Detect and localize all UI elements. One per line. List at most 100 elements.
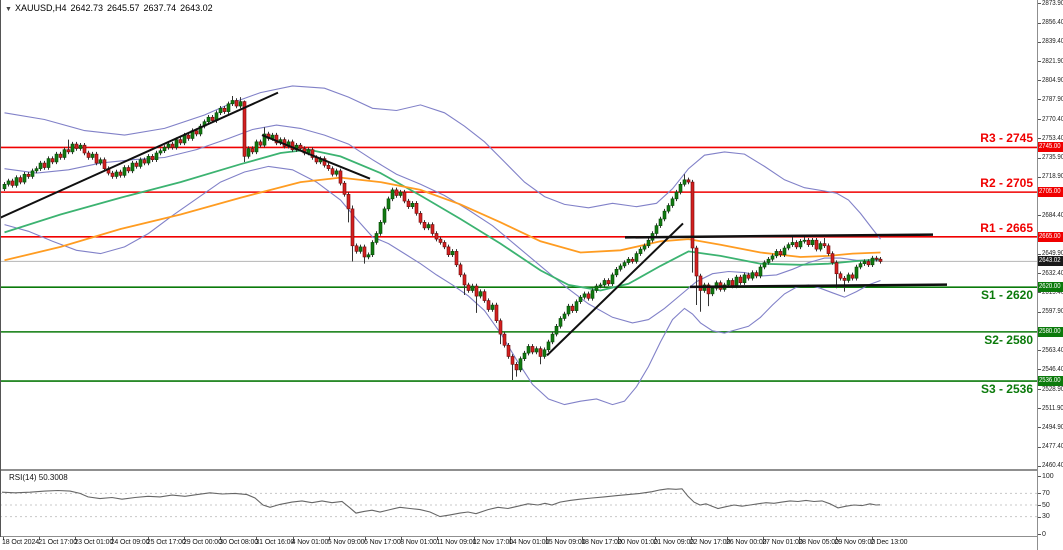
bollinger-middle-line — [4, 124, 881, 324]
trendline-1[interactable] — [0, 91, 279, 219]
current-price-badge: 2643.02 — [1038, 256, 1063, 267]
bear-candle — [538, 348, 543, 357]
bear-candle — [570, 305, 575, 311]
bear-candle — [694, 247, 699, 277]
bull-candle — [534, 348, 539, 353]
bull-candle — [626, 258, 631, 263]
time-label: 29 Nov 09:00 — [834, 539, 876, 546]
bull-candle — [230, 100, 235, 105]
bull-candle — [130, 162, 135, 172]
rsi-scale-tick — [1037, 476, 1041, 477]
bull-candle — [658, 218, 663, 226]
bear-candle — [462, 274, 467, 286]
price-tick-label: 2804.90 — [1042, 76, 1063, 84]
bear-candle — [126, 167, 131, 172]
bear-candle — [234, 100, 239, 107]
bull-candle — [166, 143, 171, 148]
bear-candle — [430, 224, 435, 234]
time-label: 2 Dec 13:00 — [870, 539, 908, 546]
price-tick-label: 2718.90 — [1042, 173, 1063, 181]
symbol-timeframe-label: XAUUSD,H4 — [14, 3, 67, 13]
bear-candle — [586, 293, 591, 299]
price-tick-label: 2546.40 — [1042, 365, 1063, 373]
bear-candle — [342, 182, 347, 195]
level-price-badge: 2620.00 — [1038, 282, 1063, 293]
bull-candle — [554, 325, 559, 335]
bull-candle — [818, 243, 823, 250]
time-tick — [473, 537, 475, 540]
time-label: 26 Nov 00:00 — [726, 539, 767, 546]
price-tick-label: 2856.40 — [1042, 19, 1063, 27]
bull-candle — [542, 349, 547, 357]
symbol-dropdown-icon[interactable]: ▼ — [5, 6, 12, 13]
bull-candle — [594, 285, 599, 291]
price-tick — [1037, 119, 1041, 120]
bear-candle — [686, 179, 691, 183]
price-tick-label: 2615.40 — [1042, 288, 1063, 296]
panel-separator-top[interactable] — [0, 469, 1037, 471]
bull-candle — [614, 268, 619, 276]
ohlc-close: 2643.02 — [180, 3, 213, 13]
bear-candle — [298, 144, 303, 149]
price-tick-label: 2597.90 — [1042, 308, 1063, 316]
bull-candle — [682, 179, 687, 185]
bear-candle — [878, 258, 883, 262]
bull-candle — [558, 318, 563, 327]
bear-candle — [330, 168, 335, 175]
price-tick-label: 2649.90 — [1042, 250, 1063, 258]
time-tick — [147, 537, 149, 540]
bull-candle — [366, 254, 371, 258]
bear-candle — [486, 300, 491, 310]
bull-candle — [550, 333, 555, 343]
bull-candle — [634, 253, 639, 262]
time-tick — [256, 537, 258, 540]
bear-candle — [134, 162, 139, 167]
bull-candle — [490, 304, 495, 310]
bear-candle — [706, 284, 711, 295]
time-label: 28 Nov 05:00 — [798, 539, 839, 546]
rsi-scale-label: 50 — [1042, 501, 1050, 509]
bear-candle — [94, 153, 99, 164]
time-label: 27 Nov 01:00 — [762, 539, 803, 546]
bull-candle — [662, 210, 667, 220]
bull-candle — [90, 153, 95, 158]
time-tick — [111, 537, 113, 540]
bull-candle — [358, 246, 363, 252]
bear-candle — [506, 344, 511, 357]
bear-candle — [394, 189, 399, 196]
price-tick — [1037, 157, 1041, 159]
price-tick — [1037, 465, 1041, 467]
trendline-4[interactable] — [624, 233, 934, 239]
time-label: 18 Oct 2024 — [2, 539, 40, 546]
rsi-panel[interactable] — [0, 471, 1063, 537]
bull-candle — [582, 293, 587, 298]
price-tick — [1037, 389, 1041, 390]
bull-candle — [262, 133, 267, 146]
bear-candle — [630, 258, 635, 262]
rsi-scale-label: 70 — [1042, 489, 1050, 497]
bull-candle — [334, 170, 339, 175]
bear-candle — [826, 245, 831, 254]
bull-candle — [390, 189, 395, 200]
trendline-2[interactable] — [261, 134, 371, 180]
bull-candle — [162, 147, 167, 152]
level-label-r1: R1 - 2665 — [980, 220, 1033, 235]
bear-candle — [414, 203, 419, 214]
price-tick — [1037, 41, 1041, 43]
time-tick — [437, 537, 439, 540]
bear-candle — [42, 162, 47, 168]
bull-candle — [654, 225, 659, 234]
price-tick-label: 2735.90 — [1042, 154, 1063, 162]
bull-candle — [750, 272, 755, 279]
ohlc-high: 2645.57 — [107, 3, 140, 13]
bull-candle — [54, 153, 59, 163]
trendline-5[interactable] — [689, 283, 948, 289]
price-tick-label: 2494.90 — [1042, 423, 1063, 431]
bull-candle — [198, 125, 203, 135]
rsi-scale-label: 100 — [1042, 472, 1054, 480]
main-chart-panel[interactable] — [0, 0, 1063, 470]
bull-candle — [154, 152, 159, 161]
time-tick — [618, 537, 620, 540]
trendline-3[interactable] — [546, 222, 684, 357]
bull-candle — [98, 159, 103, 164]
